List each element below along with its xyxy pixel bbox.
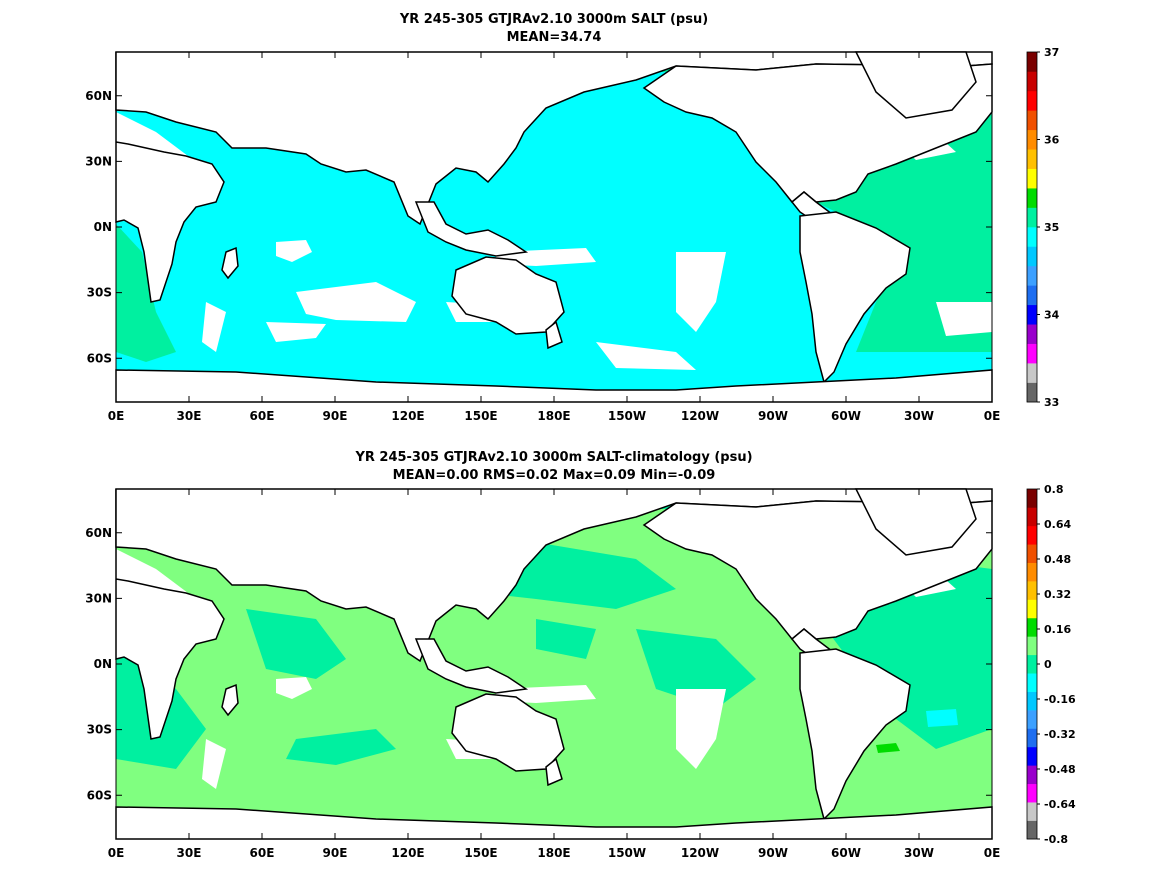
top-xtick-label: 60W — [831, 409, 861, 423]
bottom-colorbar-label: -0.16 — [1044, 693, 1076, 706]
bottom-colorbar-segment — [1027, 581, 1037, 600]
top-xtick-label: 90E — [323, 409, 348, 423]
bottom-ytick-label: 0N — [94, 657, 112, 671]
bottom-xtick-label: 90W — [758, 846, 788, 860]
bottom-xtick-label: 0E — [984, 846, 1001, 860]
top-colorbar-segment — [1027, 227, 1037, 247]
top-colorbar-segment — [1027, 343, 1037, 364]
bottom-colorbar-segment — [1027, 636, 1037, 656]
bottom-map-subtitle: MEAN=0.00 RMS=0.02 Max=0.09 Min=-0.09 — [392, 468, 716, 483]
bottom-colorbar-label: 0.48 — [1044, 553, 1071, 566]
bottom-anomaly-map — [115, 488, 993, 840]
bottom-colorbar-segment — [1027, 562, 1037, 582]
bottom-colorbar-segment — [1027, 599, 1037, 619]
top-map-subtitle: MEAN=34.74 — [506, 30, 602, 45]
bottom-xtick-label: 60W — [831, 846, 861, 860]
top-colorbar-label: 37 — [1044, 46, 1059, 59]
top-xtick-label: 120W — [681, 409, 719, 423]
top-colorbar-label: 33 — [1044, 396, 1059, 409]
top-colorbar-segment — [1027, 168, 1037, 189]
bottom-colorbar-segment — [1027, 673, 1037, 692]
bottom-colorbar-segment — [1027, 765, 1037, 785]
top-xtick-label: 0E — [984, 409, 1001, 423]
bottom-colorbar-segment — [1027, 691, 1037, 711]
top-ytick-label: 60N — [85, 89, 112, 103]
bottom-colorbar-label: 0.8 — [1044, 483, 1064, 496]
bottom-colorbar-segment — [1027, 728, 1037, 748]
top-xtick-label: 30W — [904, 409, 934, 423]
top-colorbar-segment — [1027, 188, 1037, 208]
top-colorbar-segment — [1027, 324, 1037, 344]
bottom-colorbar-segment — [1027, 820, 1037, 840]
bottom-xtick-label: 60E — [250, 846, 275, 860]
top-xtick-label: 150E — [464, 409, 497, 423]
top-salinity-map — [115, 51, 993, 403]
bottom-xtick-label: 30E — [177, 846, 202, 860]
top-colorbar-label: 36 — [1044, 134, 1060, 147]
top-colorbar-segment — [1027, 71, 1037, 92]
top-map-title: YR 245-305 GTJRAv2.10 3000m SALT (psu) — [399, 12, 709, 27]
top-colorbar-segment — [1027, 110, 1037, 131]
top-colorbar-segment — [1027, 149, 1037, 169]
bottom-colorbar-segment — [1027, 617, 1037, 637]
top-colorbar-segment — [1027, 52, 1037, 72]
bottom-xtick-label: 150W — [608, 846, 646, 860]
top-ytick-label: 0N — [94, 220, 112, 234]
bottom-xtick-label: 180E — [537, 846, 570, 860]
top-xtick-label: 180E — [537, 409, 570, 423]
bottom-colorbar-segment — [1027, 654, 1037, 674]
top-ytick-label: 30S — [87, 286, 112, 300]
bottom-colorbar-label: -0.64 — [1044, 798, 1076, 811]
bottom-colorbar-label: 0.32 — [1044, 588, 1071, 601]
bottom-xtick-label: 30W — [904, 846, 934, 860]
bottom-xtick-label: 120W — [681, 846, 719, 860]
top-xtick-label: 90W — [758, 409, 788, 423]
bottom-colorbar-segment — [1027, 489, 1037, 508]
top-colorbar-segment — [1027, 90, 1037, 111]
top-ytick-label: 30N — [85, 154, 112, 168]
bottom-colorbar-label: 0 — [1044, 658, 1052, 671]
bottom-colorbar-segment — [1027, 802, 1037, 821]
bottom-colorbar-label: -0.48 — [1044, 763, 1076, 776]
bottom-ytick-label: 60N — [85, 526, 112, 540]
top-xtick-label: 120E — [391, 409, 424, 423]
top-xtick-label: 30E — [177, 409, 202, 423]
top-colorbar-label: 34 — [1044, 309, 1060, 322]
bottom-colorbar-segment — [1027, 783, 1037, 803]
bottom-colorbar-segment — [1027, 746, 1037, 766]
bottom-colorbar-label: 0.16 — [1044, 623, 1071, 636]
bottom-xtick-label: 150E — [464, 846, 497, 860]
bottom-colorbar-segment — [1027, 710, 1037, 729]
bottom-colorbar-segment — [1027, 507, 1037, 527]
bottom-colorbar-label: 0.64 — [1044, 518, 1071, 531]
bottom-colorbar-segment — [1027, 544, 1037, 563]
top-xtick-label: 60E — [250, 409, 275, 423]
bottom-colorbar-segment — [1027, 525, 1037, 545]
bottom-ytick-label: 30N — [85, 591, 112, 605]
top-colorbar-segment — [1027, 265, 1037, 286]
top-colorbar-segment — [1027, 129, 1037, 150]
top-colorbar-segment — [1027, 207, 1037, 228]
top-colorbar-segment — [1027, 285, 1037, 306]
top-ytick-label: 60S — [87, 351, 112, 365]
top-colorbar-segment — [1027, 304, 1037, 325]
bottom-xtick-label: 90E — [323, 846, 348, 860]
bottom-xtick-label: 0E — [108, 846, 125, 860]
bottom-map-title: YR 245-305 GTJRAv2.10 3000m SALT-climato… — [355, 450, 753, 465]
top-colorbar-segment — [1027, 246, 1037, 267]
bottom-ytick-label: 30S — [87, 723, 112, 737]
bottom-colorbar-label: -0.8 — [1044, 833, 1068, 846]
top-xtick-label: 150W — [608, 409, 646, 423]
top-colorbar-segment — [1027, 363, 1037, 383]
bottom-ytick-label: 60S — [87, 788, 112, 802]
top-colorbar-segment — [1027, 382, 1037, 403]
top-colorbar-label: 35 — [1044, 221, 1059, 234]
bottom-colorbar-label: -0.32 — [1044, 728, 1076, 741]
top-xtick-label: 0E — [108, 409, 125, 423]
bottom-xtick-label: 120E — [391, 846, 424, 860]
